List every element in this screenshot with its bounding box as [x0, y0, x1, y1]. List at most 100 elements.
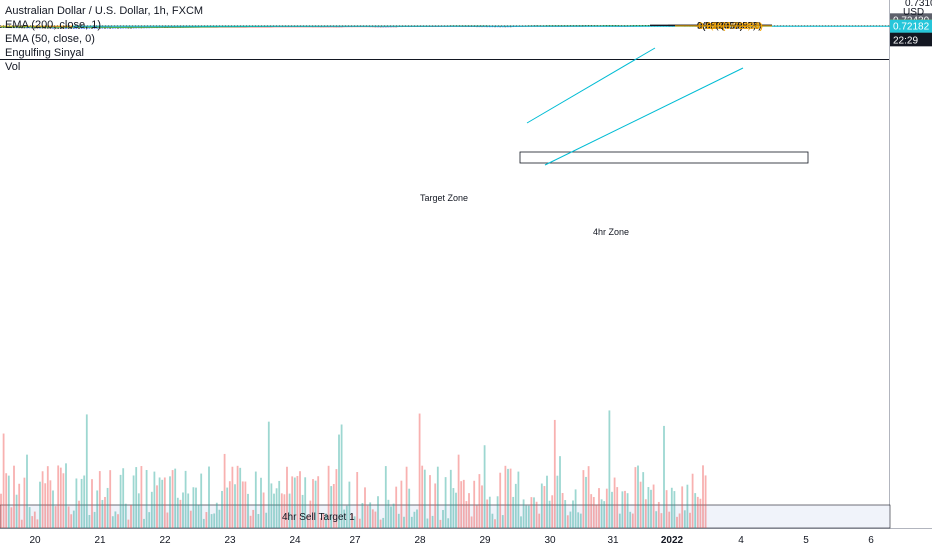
volume-bar: [663, 425, 665, 528]
volume-bar: [496, 496, 499, 528]
volume-bar: [91, 479, 93, 528]
candle-body: [85, 27, 88, 29]
volume-bar: [218, 509, 221, 528]
volume-bar: [704, 475, 707, 528]
volume-bar: [702, 465, 704, 528]
volume-bar: [33, 511, 36, 528]
volume-bar: [608, 410, 611, 528]
fibonacci-layer[interactable]: 1(0.72770)0.76(0.72695)0.618(0.72651)0.5…: [650, 20, 772, 32]
volume-bar: [379, 519, 382, 528]
volume-bar: [652, 484, 655, 528]
range-box[interactable]: [519, 151, 809, 164]
volume-bar: [364, 487, 366, 528]
volume-bar: [137, 493, 140, 528]
volume-bar: [65, 463, 67, 528]
volume-bar: [202, 518, 205, 528]
volume-bar: [670, 487, 673, 528]
volume-bar: [262, 492, 265, 528]
x-tick-label: 29: [479, 535, 491, 546]
x-tick-label: 31: [607, 535, 619, 546]
volume-bar: [62, 473, 65, 528]
volume-bar: [301, 494, 304, 528]
volume-bar: [572, 500, 574, 528]
volume-bar: [309, 500, 312, 528]
volume-bar: [543, 486, 546, 528]
volume-bar: [322, 513, 325, 528]
volume-bar: [197, 505, 200, 528]
volume-bar: [486, 499, 489, 528]
volume-bar: [98, 471, 101, 528]
volume-bar: [520, 516, 522, 528]
candle-body: [91, 27, 93, 29]
volume-bar: [283, 494, 286, 528]
time-axis[interactable]: 20 21 22 23 24 27 28 29 30 31 2022 4 5 6: [29, 535, 874, 546]
sell-target-box[interactable]: [0, 504, 891, 529]
volume-bar: [304, 477, 307, 528]
volume-bar: [267, 421, 270, 528]
volume-bar: [611, 491, 613, 528]
volume-bar: [189, 510, 192, 528]
volume-bar: [387, 499, 390, 528]
volume-bar: [150, 491, 153, 528]
volume-bar: [418, 413, 421, 528]
volume-bar: [239, 467, 242, 528]
x-tick-label: 4: [738, 535, 744, 546]
volume-bar: [335, 469, 338, 528]
volume-bar: [460, 481, 463, 528]
volume-bar: [275, 488, 278, 528]
volume-bar: [200, 473, 203, 528]
volume-bar: [465, 501, 468, 528]
legend-engulfing[interactable]: Engulfing Sinyal: [5, 47, 84, 59]
volume-bar: [582, 470, 585, 528]
volume-bar: [408, 488, 411, 528]
volume-bar: [270, 483, 273, 528]
volume-bar: [574, 489, 577, 528]
volume-bar: [504, 465, 507, 528]
volume-bar: [356, 472, 359, 528]
volume-bar: [257, 514, 260, 528]
volume-bar: [696, 496, 699, 528]
volume-bar: [587, 466, 590, 528]
volume-bar: [145, 469, 148, 528]
volume-bar: [46, 466, 49, 528]
candle-body: [106, 27, 109, 29]
candle-body: [80, 27, 83, 29]
volume-bar: [85, 414, 88, 528]
volume-bar: [395, 486, 398, 528]
currency-label: USD: [903, 7, 924, 18]
legend-ema200[interactable]: EMA (200, close, 1): [5, 19, 101, 31]
sell-target-label: 4hr Sell Target 1: [282, 512, 355, 523]
volume-bar: [226, 487, 229, 528]
volume-bar: [452, 488, 455, 528]
channel-upper[interactable]: [526, 47, 656, 124]
volume-bar: [470, 516, 473, 528]
volume-bar: [457, 454, 460, 528]
candle-body: [52, 27, 54, 29]
volume-bar: [691, 473, 694, 528]
volume-bar: [629, 511, 632, 528]
candle-body: [111, 27, 114, 29]
candle-body: [67, 27, 70, 29]
volume-bar: [507, 468, 509, 528]
volume-bar: [20, 519, 23, 528]
volume-bar: [343, 509, 346, 528]
volume-bar: [668, 511, 671, 528]
volume-bar: [405, 466, 408, 528]
volume-bar: [426, 518, 429, 528]
volume-bar: [93, 511, 96, 528]
legend-title[interactable]: Australian Dollar / U.S. Dollar, 1h, FXC…: [5, 5, 204, 17]
legend-ema50[interactable]: EMA (50, close, 0): [5, 33, 95, 45]
volume-bar: [273, 493, 275, 528]
legend-vol[interactable]: Vol: [5, 61, 21, 73]
channel-lower[interactable]: [544, 67, 744, 166]
volume-bar: [41, 471, 44, 528]
volume-bar: [15, 494, 18, 528]
volume-bar: [436, 466, 439, 528]
volume-bar: [579, 513, 582, 528]
volume-bar: [403, 516, 405, 528]
volume-bar: [10, 507, 13, 528]
x-tick-label: 5: [803, 535, 809, 546]
volume-bar: [114, 511, 117, 528]
volume-bar: [681, 486, 684, 528]
